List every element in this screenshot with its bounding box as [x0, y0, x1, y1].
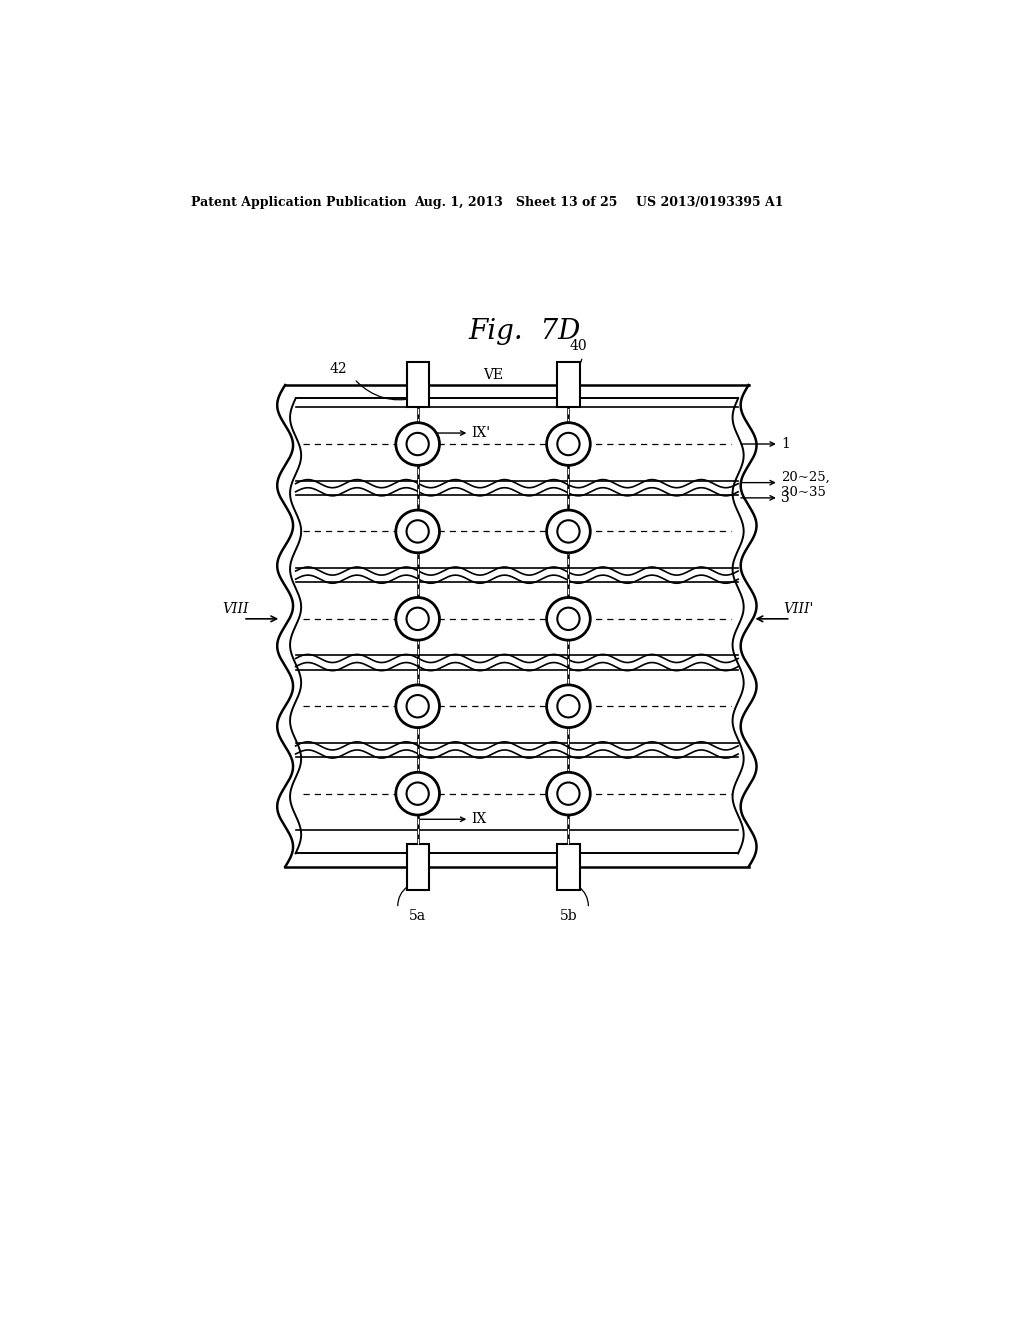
Ellipse shape	[396, 772, 439, 814]
Ellipse shape	[547, 772, 590, 814]
Ellipse shape	[407, 783, 429, 805]
Text: 30~35: 30~35	[781, 486, 826, 499]
Bar	[407, 845, 429, 890]
Ellipse shape	[547, 685, 590, 727]
Text: 40: 40	[570, 339, 588, 354]
Text: VIII: VIII	[222, 602, 249, 615]
Bar	[407, 362, 429, 408]
Ellipse shape	[407, 607, 429, 630]
Text: Fig.  7D: Fig. 7D	[469, 318, 581, 345]
Ellipse shape	[547, 510, 590, 553]
Text: 1: 1	[781, 437, 790, 451]
Ellipse shape	[396, 510, 439, 553]
Text: 5a: 5a	[410, 908, 426, 923]
Bar	[557, 845, 580, 890]
Text: 20~25,: 20~25,	[781, 471, 829, 484]
Text: US 2013/0193395 A1: US 2013/0193395 A1	[636, 195, 783, 209]
Ellipse shape	[407, 433, 429, 455]
Ellipse shape	[396, 685, 439, 727]
Ellipse shape	[557, 433, 580, 455]
Text: 3: 3	[781, 491, 790, 504]
Ellipse shape	[557, 607, 580, 630]
Text: Aug. 1, 2013   Sheet 13 of 25: Aug. 1, 2013 Sheet 13 of 25	[414, 195, 617, 209]
Text: IX: IX	[472, 812, 486, 826]
Text: 42: 42	[330, 362, 347, 376]
Text: IX': IX'	[472, 426, 490, 440]
Ellipse shape	[547, 422, 590, 466]
Text: 5b: 5b	[560, 908, 578, 923]
Ellipse shape	[396, 422, 439, 466]
Ellipse shape	[557, 520, 580, 543]
Ellipse shape	[407, 696, 429, 718]
Ellipse shape	[557, 696, 580, 718]
Ellipse shape	[557, 783, 580, 805]
Ellipse shape	[407, 520, 429, 543]
Ellipse shape	[547, 598, 590, 640]
Bar	[557, 362, 580, 408]
Text: VE: VE	[483, 368, 503, 381]
Ellipse shape	[396, 598, 439, 640]
Text: VIII': VIII'	[783, 602, 814, 615]
Text: Patent Application Publication: Patent Application Publication	[191, 195, 407, 209]
